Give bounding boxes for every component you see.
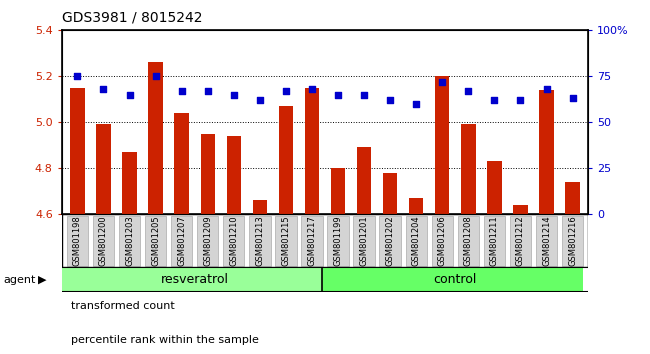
Bar [357, 147, 371, 214]
Bar [383, 173, 397, 214]
Point [72, 73, 83, 79]
Text: GSM801216: GSM801216 [568, 215, 577, 266]
FancyBboxPatch shape [536, 216, 557, 266]
Text: transformed count: transformed count [72, 301, 175, 311]
Text: GSM801213: GSM801213 [255, 215, 265, 266]
Point [176, 88, 187, 94]
Text: GSM801201: GSM801201 [359, 215, 369, 266]
Text: GSM801198: GSM801198 [73, 215, 82, 266]
Text: GSM801214: GSM801214 [542, 215, 551, 266]
FancyBboxPatch shape [562, 216, 583, 266]
Point [489, 97, 500, 103]
Text: GSM801215: GSM801215 [281, 215, 291, 266]
Text: GSM801207: GSM801207 [177, 215, 186, 266]
Bar [201, 133, 215, 214]
Bar [62, 214, 588, 267]
FancyBboxPatch shape [93, 216, 114, 266]
Text: ▶: ▶ [38, 275, 46, 285]
Text: GSM801211: GSM801211 [490, 215, 499, 266]
Bar [488, 161, 502, 214]
Text: GSM801204: GSM801204 [411, 215, 421, 266]
Text: GSM801200: GSM801200 [99, 215, 108, 266]
Point [281, 88, 291, 94]
Text: GSM801205: GSM801205 [151, 215, 160, 266]
Bar [122, 152, 136, 214]
Text: GSM801212: GSM801212 [516, 215, 525, 266]
FancyBboxPatch shape [302, 216, 322, 266]
Bar [62, 267, 322, 292]
FancyBboxPatch shape [119, 216, 140, 266]
Text: agent: agent [3, 275, 36, 285]
Point [203, 88, 213, 94]
FancyBboxPatch shape [354, 216, 375, 266]
Point [229, 92, 239, 97]
Bar [322, 267, 583, 292]
Bar [409, 198, 423, 214]
Bar [253, 200, 267, 214]
Bar [174, 113, 188, 214]
Point [437, 79, 447, 85]
FancyBboxPatch shape [249, 216, 270, 266]
FancyBboxPatch shape [406, 216, 427, 266]
FancyBboxPatch shape [145, 216, 166, 266]
Point [124, 92, 135, 97]
Bar [305, 87, 319, 214]
Point [359, 92, 369, 97]
Text: control: control [434, 273, 477, 286]
Text: GSM801199: GSM801199 [333, 215, 343, 266]
Point [567, 95, 578, 101]
FancyBboxPatch shape [458, 216, 479, 266]
Point [150, 73, 161, 79]
FancyBboxPatch shape [223, 216, 244, 266]
Text: GSM801203: GSM801203 [125, 215, 134, 266]
Point [411, 101, 421, 107]
Bar [462, 124, 476, 214]
FancyBboxPatch shape [432, 216, 453, 266]
Bar [70, 87, 84, 214]
FancyBboxPatch shape [328, 216, 348, 266]
Text: GSM801210: GSM801210 [229, 215, 239, 266]
FancyBboxPatch shape [510, 216, 531, 266]
Text: GSM801217: GSM801217 [307, 215, 317, 266]
Text: GSM801202: GSM801202 [385, 215, 395, 266]
FancyBboxPatch shape [197, 216, 218, 266]
FancyBboxPatch shape [67, 216, 88, 266]
Text: GSM801208: GSM801208 [464, 215, 473, 266]
Point [98, 86, 109, 92]
FancyBboxPatch shape [484, 216, 505, 266]
Point [307, 86, 317, 92]
Point [541, 86, 552, 92]
Text: GDS3981 / 8015242: GDS3981 / 8015242 [62, 11, 202, 25]
Bar [227, 136, 241, 214]
Point [385, 97, 395, 103]
Bar [540, 90, 554, 214]
Bar [566, 182, 580, 214]
Bar [435, 76, 449, 214]
FancyBboxPatch shape [275, 216, 296, 266]
Bar [331, 168, 345, 214]
FancyBboxPatch shape [171, 216, 192, 266]
Point [333, 92, 343, 97]
Text: resveratrol: resveratrol [161, 273, 229, 286]
Bar [279, 106, 293, 214]
Bar [148, 62, 162, 214]
Bar [514, 205, 528, 214]
Text: GSM801206: GSM801206 [438, 215, 447, 266]
Text: percentile rank within the sample: percentile rank within the sample [72, 335, 259, 345]
Text: GSM801209: GSM801209 [203, 215, 212, 266]
Point [255, 97, 265, 103]
Point [515, 97, 526, 103]
Bar [96, 124, 110, 214]
FancyBboxPatch shape [380, 216, 401, 266]
Point [463, 88, 474, 94]
